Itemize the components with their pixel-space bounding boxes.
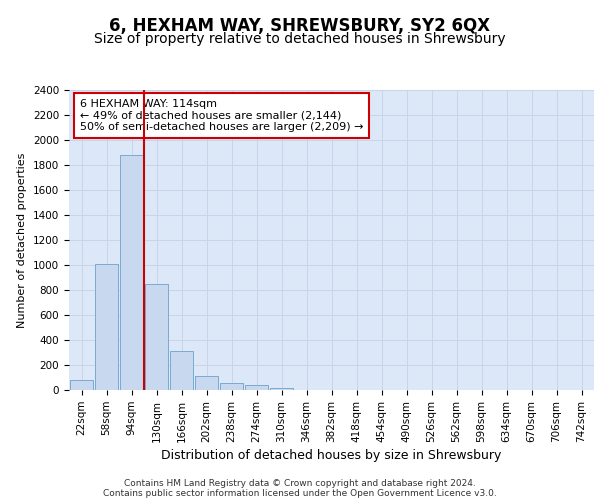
Bar xyxy=(269,388,293,390)
Bar xyxy=(170,351,193,390)
Bar xyxy=(119,155,143,390)
Text: 6, HEXHAM WAY, SHREWSBURY, SY2 6QX: 6, HEXHAM WAY, SHREWSBURY, SY2 6QX xyxy=(109,18,491,36)
Bar xyxy=(220,383,244,390)
Text: Contains HM Land Registry data © Crown copyright and database right 2024.: Contains HM Land Registry data © Crown c… xyxy=(124,478,476,488)
Bar xyxy=(70,380,94,390)
Text: Contains public sector information licensed under the Open Government Licence v3: Contains public sector information licen… xyxy=(103,488,497,498)
Bar xyxy=(245,385,268,390)
Text: Size of property relative to detached houses in Shrewsbury: Size of property relative to detached ho… xyxy=(94,32,506,46)
X-axis label: Distribution of detached houses by size in Shrewsbury: Distribution of detached houses by size … xyxy=(161,449,502,462)
Text: 6 HEXHAM WAY: 114sqm
← 49% of detached houses are smaller (2,144)
50% of semi-de: 6 HEXHAM WAY: 114sqm ← 49% of detached h… xyxy=(79,99,363,132)
Y-axis label: Number of detached properties: Number of detached properties xyxy=(17,152,28,328)
Bar xyxy=(95,264,118,390)
Bar xyxy=(145,284,169,390)
Bar xyxy=(194,376,218,390)
